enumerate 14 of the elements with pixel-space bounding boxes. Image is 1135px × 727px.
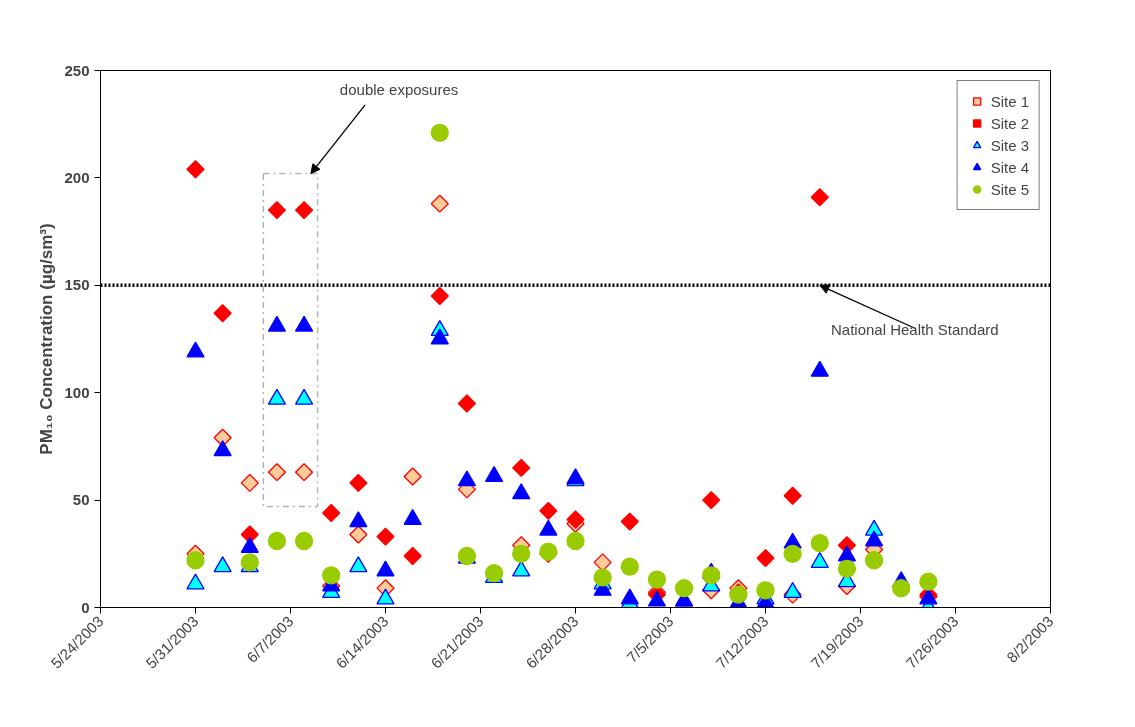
legend-label: Site 4 [990,158,1029,176]
annotation: National Health Standard [830,321,999,339]
y-tick-label: 250 [64,61,90,79]
legend-label: Site 1 [990,92,1029,110]
legend-label: Site 5 [990,180,1029,198]
y-tick-label: 200 [64,168,90,186]
y-tick-label: 150 [64,276,90,294]
y-tick-label: 0 [81,598,90,616]
annotation: double exposures [339,81,459,99]
y-tick-label: 50 [72,491,90,509]
y-tick-label: 100 [64,383,90,401]
legend-label: Site 3 [990,136,1029,154]
y-axis-title: PM₁₀ Concentration (µg/sm³) [37,223,57,455]
legend-label: Site 2 [990,114,1029,132]
